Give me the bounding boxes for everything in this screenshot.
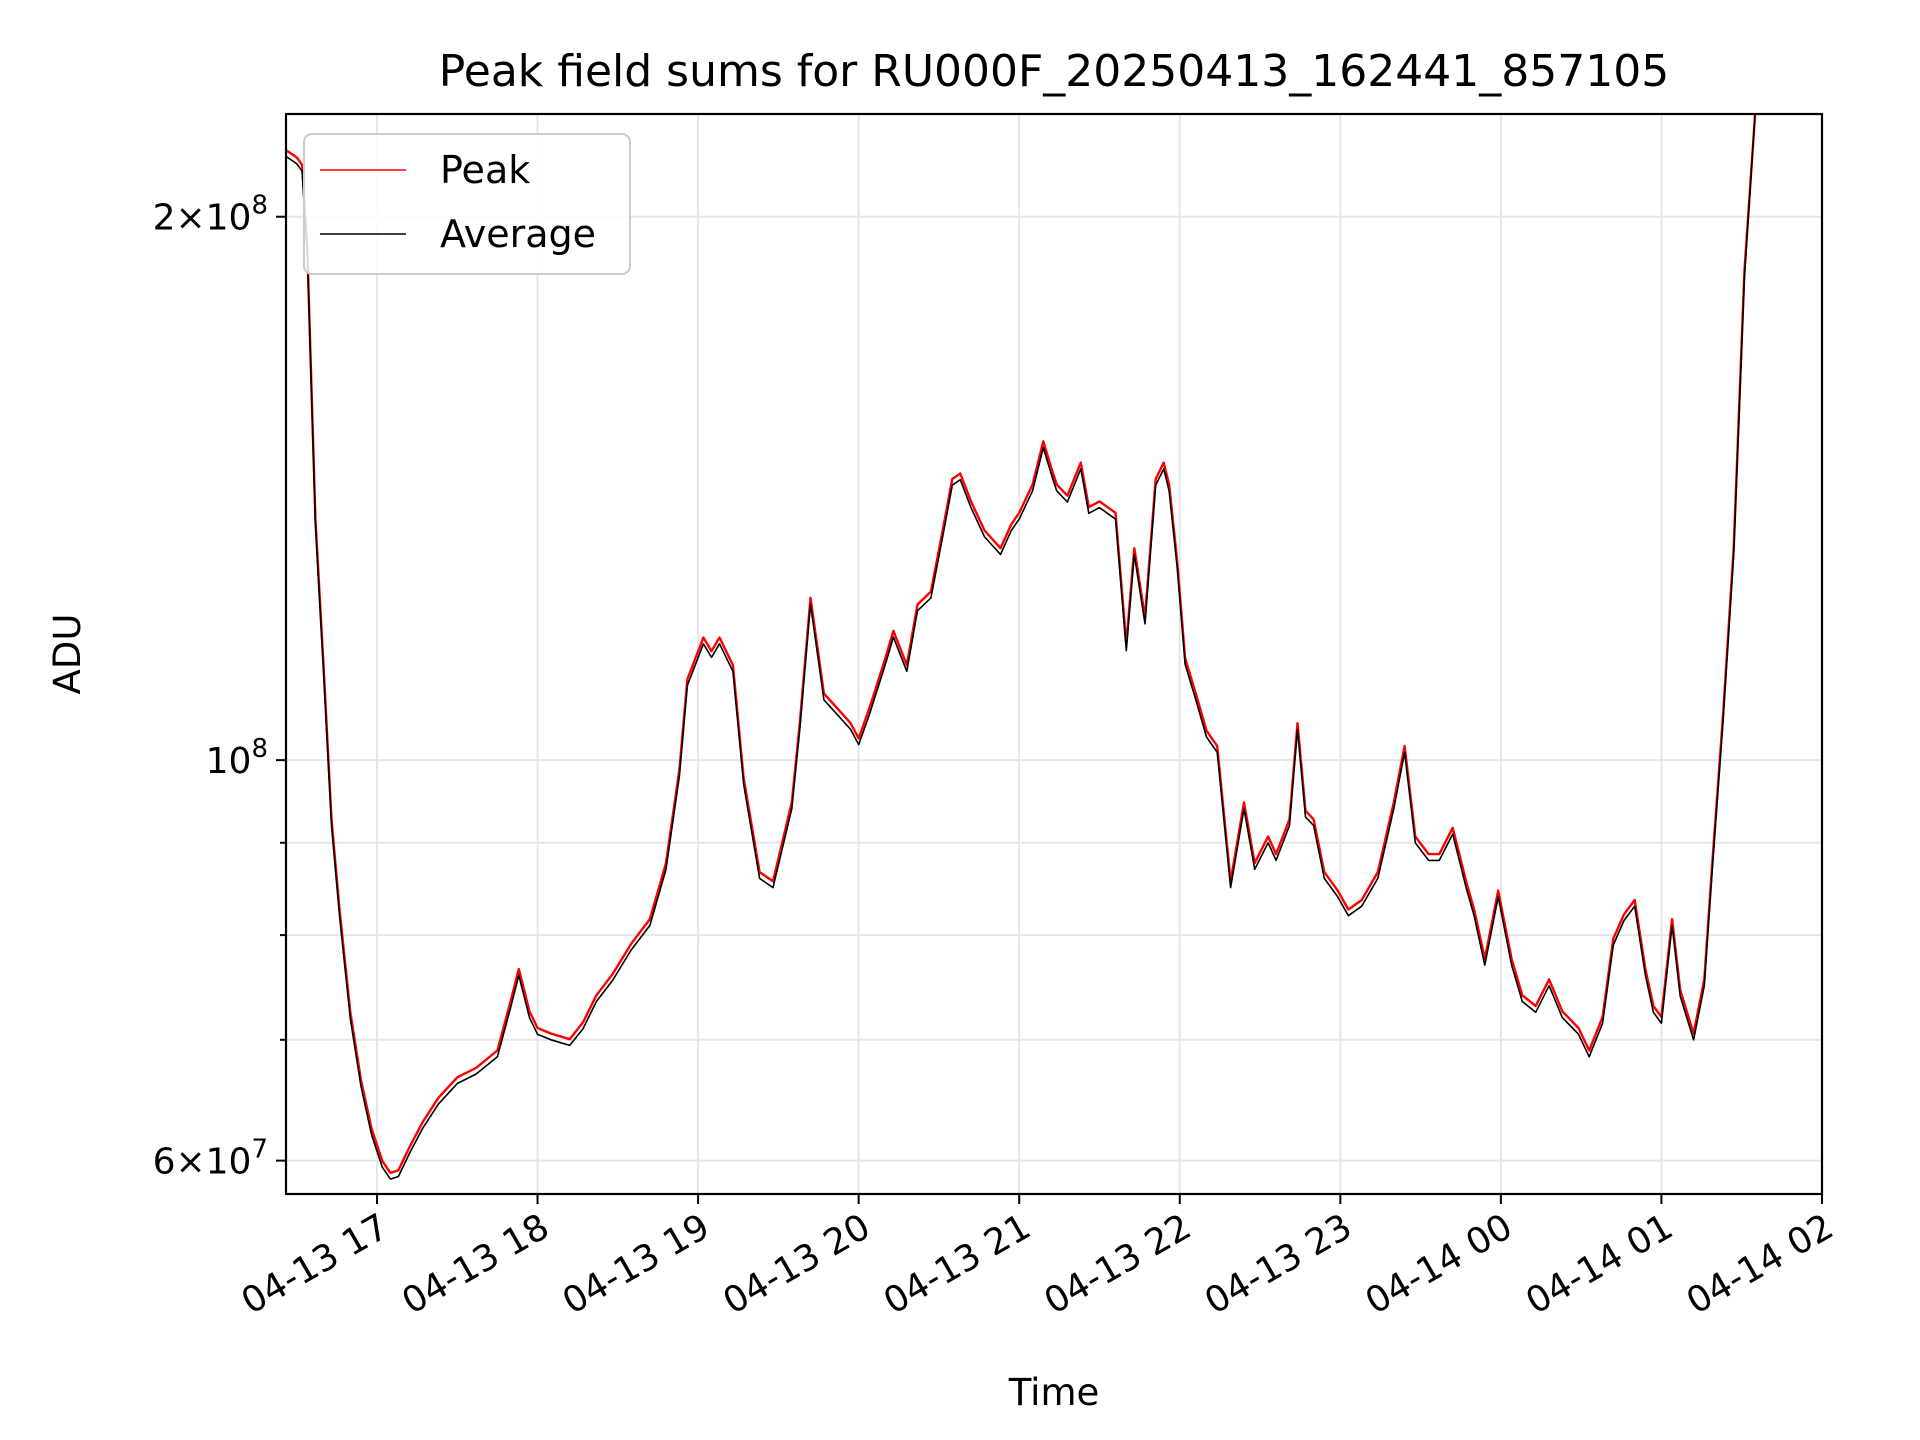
- y-axis-label: ADU: [46, 614, 89, 695]
- x-axis-label: Time: [1008, 1371, 1100, 1414]
- y-tick-label: 108: [206, 734, 268, 782]
- chart-title: Peak field sums for RU000F_20250413_1624…: [439, 46, 1669, 97]
- y-tick-mantissa: 2: [153, 198, 176, 239]
- legend: Peak Average: [303, 133, 631, 275]
- y-tick-label: 2×108: [153, 191, 268, 239]
- y-tick-label: 6×107: [153, 1135, 268, 1183]
- y-tick-times: ×10: [175, 1142, 251, 1183]
- plot-frame: [284, 112, 1824, 1196]
- y-tick-base: 10: [206, 741, 252, 782]
- series-line-peak: [285, 113, 1757, 1175]
- y-tick-times: ×10: [175, 198, 251, 239]
- legend-label-average: Average: [440, 212, 596, 256]
- y-tick-mantissa: 6: [153, 1142, 176, 1183]
- series-lines: [285, 113, 1757, 1180]
- y-tick-exponent: 7: [251, 1135, 268, 1165]
- legend-box: [303, 133, 631, 275]
- y-tick-exponent: 8: [251, 191, 268, 221]
- series-line-average: [285, 113, 1756, 1180]
- gridlines: [286, 114, 1822, 1194]
- legend-label-peak: Peak: [440, 148, 530, 192]
- y-tick-exponent: 8: [251, 734, 268, 764]
